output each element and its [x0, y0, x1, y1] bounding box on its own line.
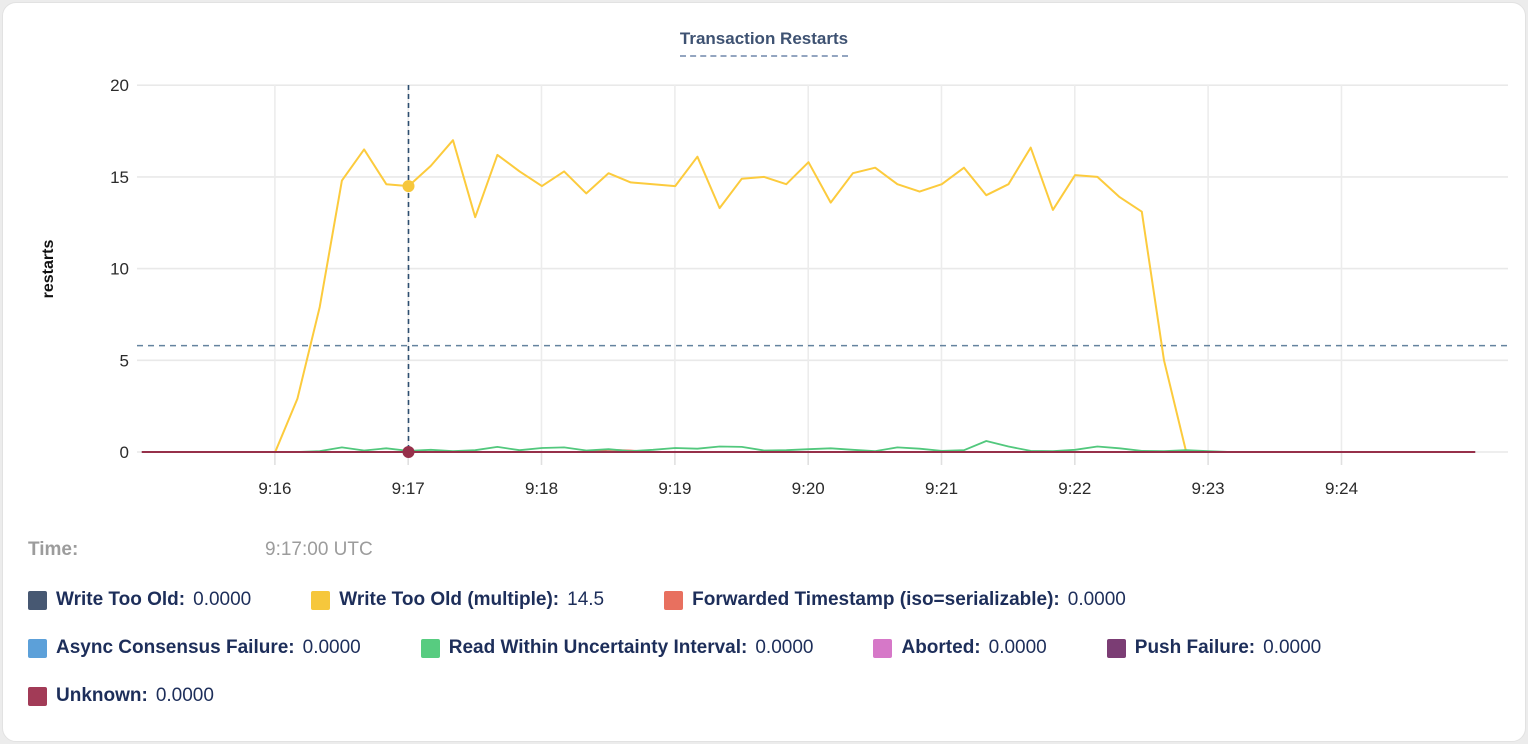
legend-row: Async Consensus Failure: 0.0000 Read Withi…: [28, 637, 1505, 659]
legend-swatch: [28, 638, 47, 658]
legend-item-aborted[interactable]: Aborted: 0.0000: [873, 637, 1047, 659]
legend-swatch: [664, 590, 684, 610]
legend-item-read-within-uncertainty-interval[interactable]: Read Within Uncertainty Interval: 0.0000: [420, 637, 814, 659]
legend-item-write-too-old[interactable]: Write Too Old: 0.0000: [28, 589, 251, 611]
y-tick-label: 0: [120, 443, 129, 462]
hover-dot: [402, 446, 415, 458]
legend-value: 0.0000: [302, 637, 361, 658]
chart-legend: Write Too Old: 0.0000 Write Too Old (multi…: [28, 589, 1505, 733]
x-tick-label: 9:20: [792, 479, 825, 498]
x-tick-label: 9:16: [258, 479, 291, 498]
legend-label: Forwarded Timestamp (iso=serializable):: [692, 589, 1060, 610]
hover-time-row: Time: 9:17:00 UTC: [28, 539, 373, 561]
x-tick-label: 9:17: [392, 479, 425, 498]
legend-value: 0.0000: [988, 637, 1047, 658]
legend-item-async-consensus-failure[interactable]: Async Consensus Failure: 0.0000: [28, 637, 361, 659]
y-tick-label: 15: [110, 168, 129, 187]
chart-title-row: Transaction Restarts: [3, 29, 1525, 57]
x-tick-label: 9:21: [925, 479, 958, 498]
transaction-restarts-chart[interactable]: 0 5 10 15 20 9:16 9:17 9:18 9:19 9:20 9:21 9:22 9:23…: [3, 3, 1526, 508]
legend-label: Async Consensus Failure:: [56, 637, 295, 658]
y-tick-label: 10: [110, 260, 129, 279]
x-tick-label: 9:19: [658, 479, 691, 498]
x-tick-label: 9:23: [1192, 479, 1225, 498]
legend-value: 14.5: [567, 589, 605, 610]
legend-label: Write Too Old (multiple):: [339, 589, 560, 610]
legend-item-write-too-old-multiple[interactable]: Write Too Old (multiple): 14.5: [311, 589, 604, 611]
y-axis-label: restarts: [40, 240, 57, 299]
hover-dot: [402, 180, 415, 193]
legend-swatch: [420, 638, 440, 658]
y-tick-label: 20: [110, 76, 129, 95]
legend-value: 0.0000: [155, 685, 214, 706]
chart-title[interactable]: Transaction Restarts: [679, 29, 849, 57]
legend-value: 0.0000: [755, 637, 814, 658]
time-label: Time:: [28, 539, 79, 560]
legend-item-forwarded-timestamp[interactable]: Forwarded Timestamp (iso=serializable): 0…: [664, 589, 1126, 611]
legend-row: Unknown: 0.0000: [28, 685, 1505, 707]
legend-row: Write Too Old: 0.0000 Write Too Old (multi…: [28, 589, 1505, 611]
x-tick-label: 9:18: [525, 479, 558, 498]
legend-item-push-failure[interactable]: Push Failure: 0.0000: [1106, 637, 1322, 659]
legend-swatch: [28, 686, 47, 706]
legend-label: Aborted:: [901, 637, 981, 658]
x-tick-label: 9:22: [1058, 479, 1091, 498]
legend-swatch: [28, 590, 47, 610]
legend-label: Read Within Uncertainty Interval:: [448, 637, 748, 658]
chart-svg[interactable]: 0 5 10 15 20 9:16 9:17 9:18 9:19 9:20 9:21 9:22 9:23…: [3, 3, 1526, 508]
legend-value: 0.0000: [193, 589, 252, 610]
y-tick-label: 5: [120, 351, 129, 370]
legend-value: 0.0000: [1263, 637, 1322, 658]
legend-swatch: [873, 638, 893, 658]
legend-swatch: [311, 590, 331, 610]
legend-label: Unknown:: [56, 685, 148, 706]
time-value: 9:17:00 UTC: [265, 539, 373, 560]
legend-label: Write Too Old:: [56, 589, 186, 610]
legend-swatch: [1106, 638, 1126, 658]
legend-label: Push Failure:: [1134, 637, 1256, 658]
legend-item-unknown[interactable]: Unknown: 0.0000: [28, 685, 214, 707]
x-tick-label: 9:24: [1325, 479, 1358, 498]
legend-value: 0.0000: [1067, 589, 1126, 610]
